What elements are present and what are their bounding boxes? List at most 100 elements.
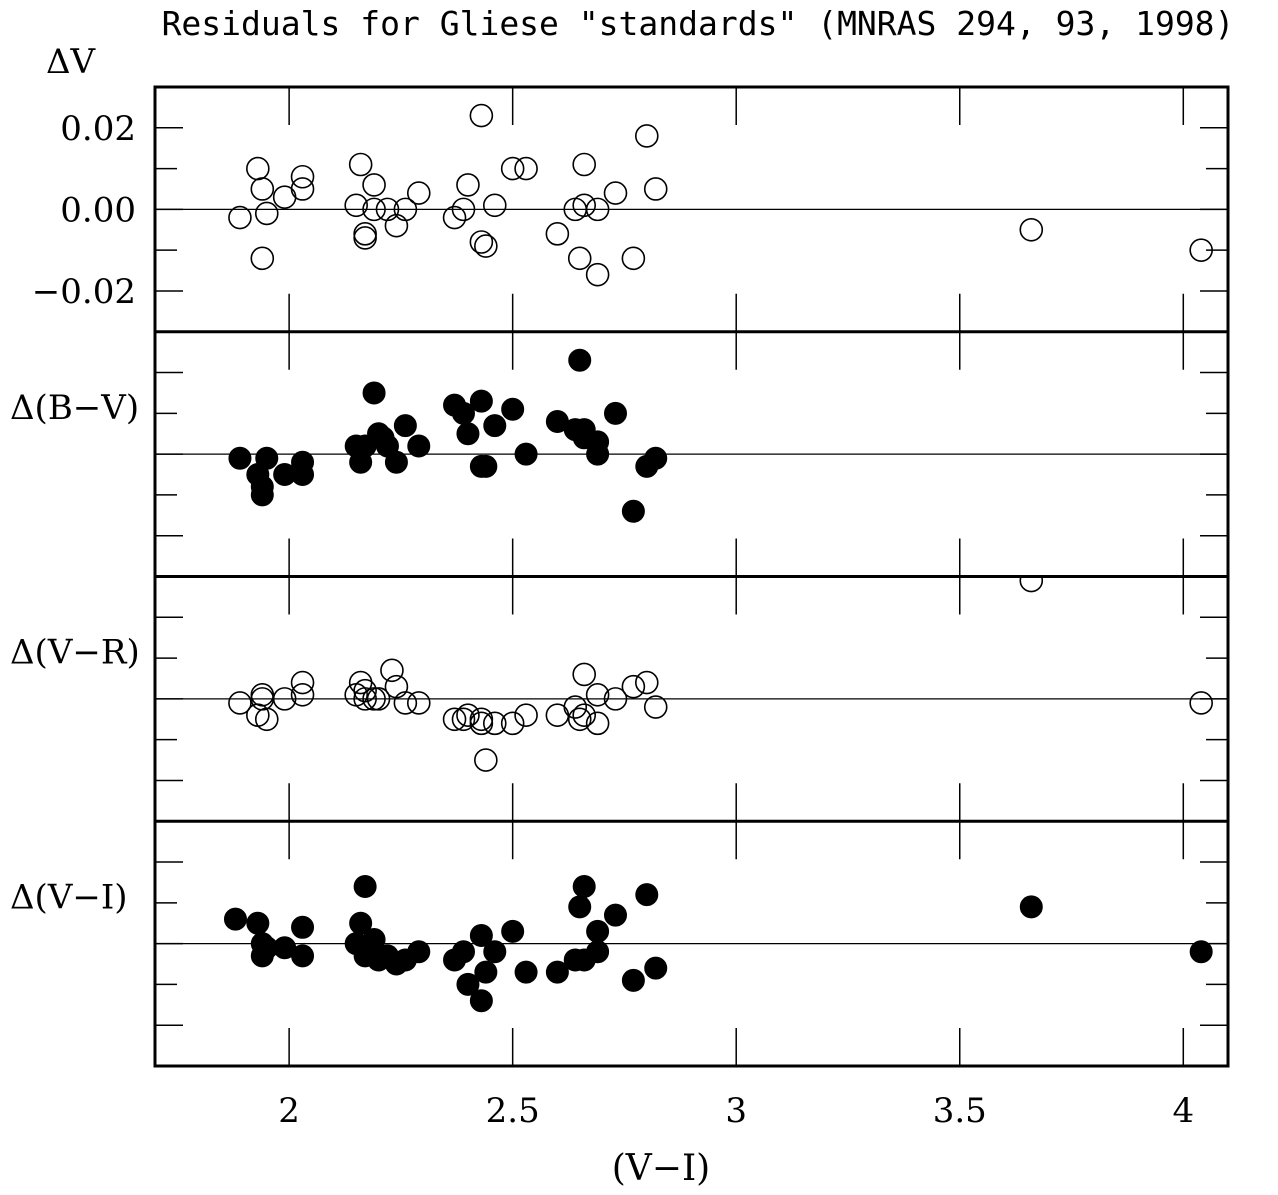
data-point — [362, 687, 386, 711]
data-point — [572, 875, 596, 899]
data-point — [362, 381, 386, 405]
data-point — [501, 397, 525, 421]
data-point — [585, 711, 610, 736]
data-point — [643, 177, 668, 201]
data-point — [353, 875, 377, 899]
chart-title: Residuals for Gliese "standards" (MNRAS … — [162, 4, 1235, 43]
data-point — [586, 940, 610, 964]
data-point — [344, 193, 368, 218]
data-point — [474, 454, 498, 478]
x-axis-label: (V−I) — [612, 1148, 710, 1189]
data-point — [469, 711, 494, 736]
data-point — [442, 707, 467, 732]
data-point — [291, 463, 315, 487]
data-point — [568, 895, 592, 919]
data-point — [380, 658, 404, 683]
data-point — [246, 703, 270, 727]
data-point — [483, 940, 507, 964]
data-point — [393, 414, 417, 438]
data-point — [1019, 895, 1043, 919]
data-point — [474, 234, 498, 258]
data-point — [545, 960, 569, 984]
y-axis-label: Δ(V−R) — [10, 633, 140, 673]
data-point — [644, 956, 668, 980]
data-point — [482, 711, 507, 736]
x-tick-label: 3.5 — [933, 1091, 987, 1131]
data-point — [545, 703, 570, 727]
data-point — [586, 442, 610, 466]
data-point — [469, 389, 493, 413]
data-point — [1019, 576, 1044, 593]
data-point — [482, 193, 507, 218]
data-point — [572, 152, 597, 177]
data-point — [621, 246, 646, 271]
data-point — [353, 687, 377, 711]
data-point — [1019, 217, 1044, 242]
data-point — [393, 691, 418, 715]
data-point — [621, 499, 645, 523]
data-point — [254, 201, 279, 226]
data-point — [603, 903, 627, 927]
data-point — [456, 422, 480, 446]
panel-points — [223, 875, 1213, 1013]
data-point — [1189, 940, 1213, 964]
data-point — [362, 173, 386, 197]
data-point — [514, 960, 538, 984]
data-point — [643, 695, 668, 719]
data-point — [290, 670, 315, 695]
data-point — [585, 682, 610, 707]
data-point — [407, 434, 431, 458]
data-point — [272, 185, 297, 209]
data-point — [290, 682, 315, 707]
data-point — [514, 156, 538, 181]
panel-points — [228, 576, 1213, 772]
y-axis-label: ΔV — [46, 42, 97, 82]
data-point — [451, 707, 476, 732]
data-point — [635, 883, 659, 907]
data-point — [384, 213, 409, 238]
data-point — [290, 164, 315, 189]
data-point — [469, 923, 493, 947]
x-tick-label: 2 — [278, 1091, 300, 1131]
data-point — [393, 197, 418, 222]
y-tick-label: 0.02 — [60, 109, 136, 149]
data-point — [407, 940, 431, 964]
data-point — [228, 205, 252, 230]
data-point — [634, 124, 659, 148]
data-point — [384, 674, 409, 699]
data-point — [223, 907, 247, 931]
data-point — [291, 915, 315, 939]
data-point — [456, 173, 480, 197]
data-point — [250, 177, 275, 201]
data-point — [406, 691, 431, 715]
data-point — [568, 348, 592, 372]
data-point — [250, 483, 274, 507]
data-point — [442, 205, 467, 230]
data-point — [483, 414, 507, 438]
data-point — [1189, 238, 1213, 262]
x-tick-label: 3 — [725, 1091, 747, 1131]
y-axis-label: Δ(B−V) — [10, 388, 139, 428]
data-point — [545, 222, 570, 246]
data-point — [634, 670, 659, 695]
x-tick-label: 2.5 — [486, 1091, 540, 1131]
data-point — [474, 960, 498, 984]
data-point — [567, 246, 592, 271]
data-point — [1189, 691, 1213, 715]
data-point — [586, 919, 610, 943]
data-point — [572, 193, 597, 218]
panel-points — [228, 103, 1213, 287]
data-point — [384, 450, 408, 474]
data-point — [563, 695, 588, 719]
data-point — [456, 972, 480, 996]
data-point — [451, 940, 475, 964]
data-point — [348, 152, 373, 177]
data-point — [353, 226, 377, 250]
data-point — [451, 197, 476, 222]
data-point — [456, 703, 480, 727]
data-point — [474, 748, 498, 772]
data-point — [291, 944, 315, 968]
data-point — [349, 911, 373, 935]
data-point — [228, 691, 252, 715]
